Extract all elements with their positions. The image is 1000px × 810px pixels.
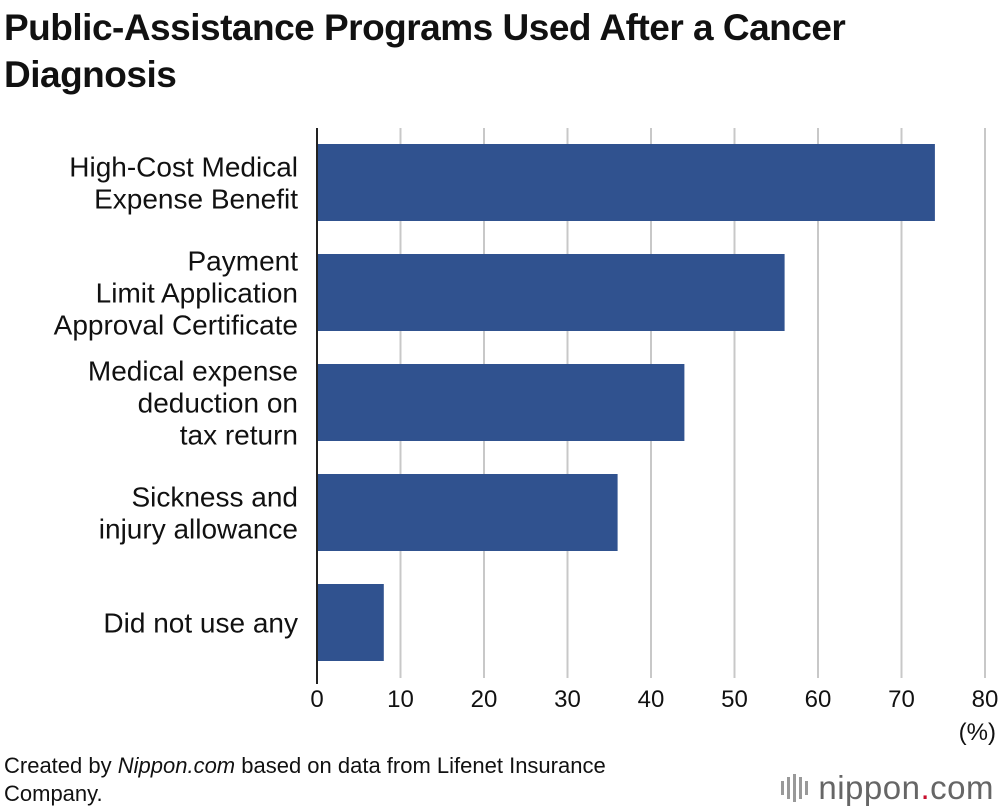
category-label: High-Cost Medical Expense Benefit [69,152,298,215]
source-name: Nippon.com [117,753,236,778]
x-tick-label: 70 [888,686,915,713]
x-tick-label: 50 [721,686,748,713]
x-tick-label: 40 [638,686,665,713]
chart-title: Public-Assistance Programs Used After a … [4,7,846,95]
x-tick-label: 30 [554,686,581,713]
bar [317,364,685,441]
x-tick-label: 80 [972,686,999,713]
category-label: Medical expense deduction on tax return [88,356,298,451]
category-label: Payment Limit Application Approval Certifi… [54,246,299,341]
bar [317,254,785,331]
bar [317,474,618,551]
category-label: Did not use any [103,608,298,639]
x-tick-label: 60 [805,686,832,713]
x-tick-labels: 0 10 20 30 40 50 60 70 80 [310,686,998,713]
x-tick-label: 20 [471,686,498,713]
source-prefix: Created by [4,753,118,778]
x-tick-label: 10 [387,686,414,713]
bars [317,144,935,661]
logo-tld: com [930,769,994,806]
logo-mark-icon [781,774,809,802]
category-labels: High-Cost Medical Expense Benefit Payment L… [54,152,299,639]
bar-chart: High-Cost Medical Expense Benefit Payment L… [54,128,998,746]
x-axis-unit-label: (%) [959,719,996,746]
logo-brand: nippon [818,769,921,806]
x-tick-label: 0 [310,686,323,713]
category-label: Sickness and injury allowance [99,482,298,545]
nippon-logo: nippon.com [781,768,994,808]
logo-wordmark: nippon.com [818,769,994,807]
bar [317,144,935,221]
source-suffix: based on data from Lifenet Insurance Com… [4,753,606,806]
logo-dot: . [920,769,931,806]
source-note: Created by Nippon.com based on data from… [4,752,644,808]
bar [317,584,384,661]
